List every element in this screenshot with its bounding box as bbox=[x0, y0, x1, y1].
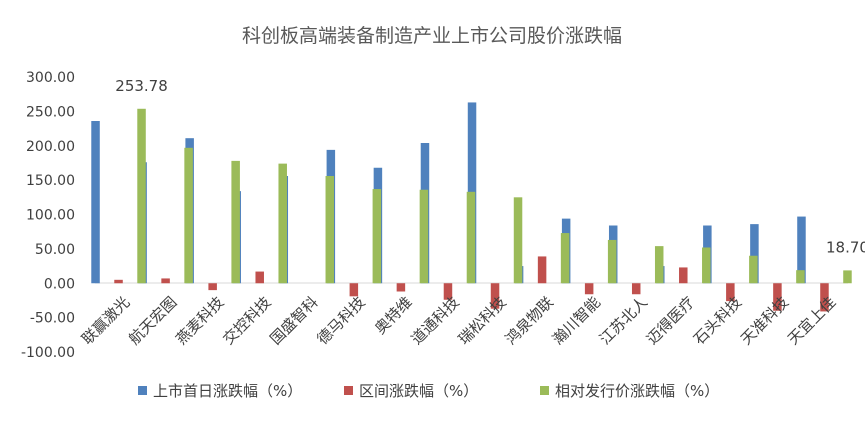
x-tick-label: 天准科技 bbox=[737, 293, 792, 348]
bar-series-2-6 bbox=[349, 283, 359, 297]
bar-series-2-4 bbox=[255, 271, 264, 284]
x-tick-label: 航天宏图 bbox=[125, 293, 180, 348]
bar-series-2-16 bbox=[820, 283, 829, 312]
bar-series-2-3 bbox=[208, 283, 217, 291]
legend: 上市首日涨跌幅（%） 区间涨跌幅（%） 相对发行价涨跌幅（%） bbox=[138, 382, 719, 400]
bar-series-2-13 bbox=[679, 267, 688, 284]
bar-series-1-1 bbox=[91, 121, 100, 284]
y-tick-label: 0.00 bbox=[44, 276, 75, 292]
data-label: 18.70 bbox=[826, 238, 865, 256]
x-tick-label: 燕麦科技 bbox=[172, 293, 227, 348]
x-tick-label: 奥特维 bbox=[371, 293, 416, 338]
bar-series-2-7 bbox=[396, 283, 406, 292]
bar-series-3-9 bbox=[513, 197, 523, 284]
x-tick-label: 国盛智科 bbox=[266, 293, 321, 348]
bar-series-3-5 bbox=[325, 176, 335, 284]
y-tick-label: 200.00 bbox=[26, 139, 75, 155]
x-tick-label: 江苏北人 bbox=[596, 293, 651, 348]
x-tick-label: 石头科技 bbox=[690, 293, 745, 348]
bar-series-2-14 bbox=[726, 283, 735, 302]
bar-series-3-7 bbox=[419, 189, 429, 284]
data-labels: 253.78 18.70 bbox=[115, 77, 865, 257]
legend-label-1: 上市首日涨跌幅（%） bbox=[153, 382, 302, 400]
y-tick-label: 150.00 bbox=[26, 173, 75, 189]
bar-series-3-11 bbox=[607, 239, 617, 284]
y-tick-label: 250.00 bbox=[26, 104, 75, 120]
bar-series-3-2 bbox=[184, 147, 193, 284]
x-tick-label: 瑞松科技 bbox=[455, 293, 510, 348]
bar-series-2-1 bbox=[114, 279, 123, 284]
bar-series-3-16 bbox=[843, 270, 852, 284]
bar-series-2-12 bbox=[631, 283, 641, 295]
x-tick-label: 天宜上佳 bbox=[784, 293, 839, 348]
legend-swatch-2 bbox=[344, 386, 353, 395]
bar-series-3-14 bbox=[749, 255, 758, 284]
data-label: 253.78 bbox=[115, 77, 168, 95]
bar-series-1-16 bbox=[797, 216, 806, 284]
bar-series-3-12 bbox=[654, 246, 664, 284]
bar-series-3-8 bbox=[466, 191, 476, 284]
x-tick-label: 交控科技 bbox=[219, 293, 274, 348]
bars bbox=[91, 102, 852, 312]
legend-swatch-3 bbox=[540, 386, 549, 395]
bar-series-3-15 bbox=[796, 270, 805, 284]
bar-series-2-11 bbox=[584, 283, 594, 295]
legend-swatch-1 bbox=[138, 386, 147, 395]
bar-series-3-3 bbox=[231, 160, 240, 284]
bar-series-3-10 bbox=[560, 233, 570, 284]
x-tick-label: 联赢激光 bbox=[78, 293, 133, 348]
chart-title: 科创板高端装备制造产业上市公司股价涨跌幅 bbox=[242, 25, 622, 47]
legend-label-2: 区间涨跌幅（%） bbox=[359, 382, 478, 400]
x-tick-label: 德马科技 bbox=[314, 293, 369, 348]
bar-series-2-8 bbox=[443, 283, 453, 300]
bar-series-2-9 bbox=[490, 283, 500, 309]
bar-series-2-10 bbox=[537, 256, 547, 284]
y-tick-label: -50.00 bbox=[30, 311, 75, 327]
bar-series-3-13 bbox=[702, 247, 711, 284]
x-tick-label: 迈得医疗 bbox=[643, 293, 698, 348]
bar-series-2-15 bbox=[773, 283, 782, 311]
bar-series-1-15 bbox=[750, 224, 759, 284]
legend-label-3: 相对发行价涨跌幅（%） bbox=[555, 382, 719, 400]
x-tick-label: 道通科技 bbox=[408, 293, 463, 348]
y-tick-label: 300.00 bbox=[26, 70, 75, 86]
bar-series-2-2 bbox=[161, 278, 170, 284]
bar-series-3-6 bbox=[372, 189, 382, 284]
y-axis: 300.00 250.00 200.00 150.00 100.00 50.00 0.00 -… bbox=[21, 70, 75, 361]
bar-series-3-1 bbox=[137, 108, 146, 284]
y-tick-label: 100.00 bbox=[26, 208, 75, 224]
bar-series-3-4 bbox=[278, 163, 287, 284]
x-tick-label: 鸿泉物联 bbox=[502, 293, 557, 348]
x-tick-label: 瀚川智能 bbox=[549, 293, 604, 348]
y-tick-label: 50.00 bbox=[35, 242, 75, 258]
y-tick-label: -100.00 bbox=[21, 345, 75, 361]
